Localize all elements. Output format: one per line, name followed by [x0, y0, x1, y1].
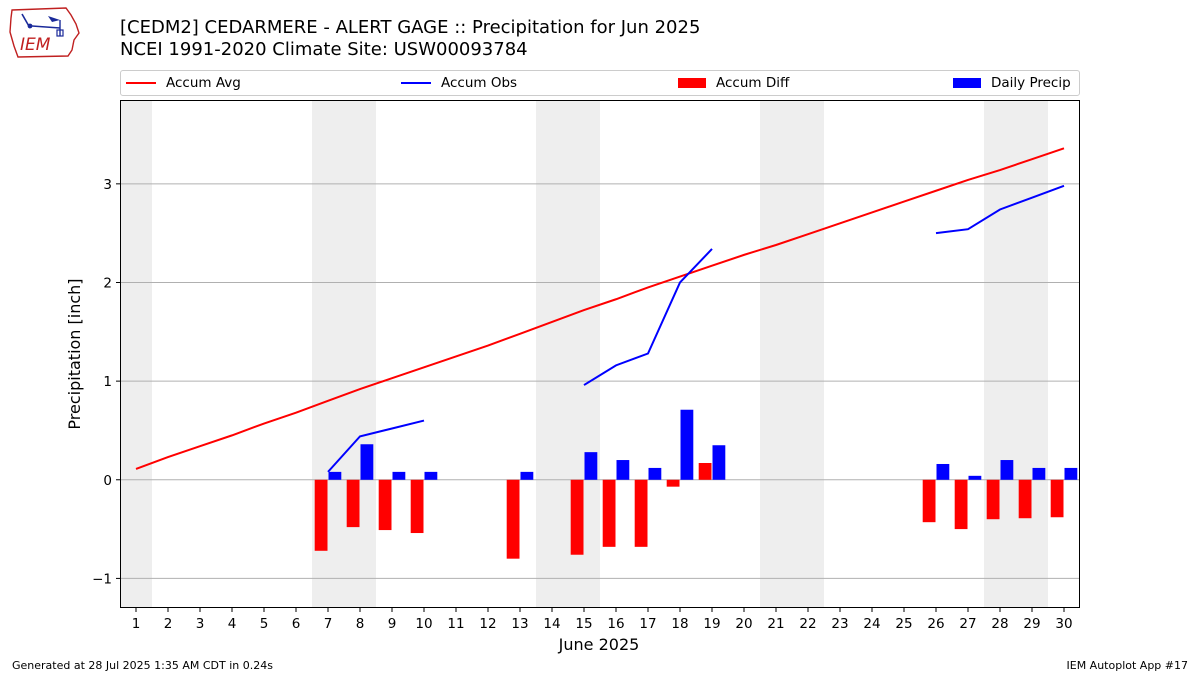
y-tick-label: −1 — [92, 571, 112, 587]
daily-precip-bar — [360, 444, 374, 480]
accum-diff-bar — [410, 479, 424, 534]
x-tick-label: 27 — [959, 616, 976, 632]
x-tick-label: 9 — [388, 616, 397, 632]
y-axis-label: Precipitation [inch] — [65, 278, 84, 429]
accum-obs-line — [327, 419, 425, 473]
accum-avg-line — [135, 147, 1065, 470]
iem-logo: IEM — [8, 6, 80, 58]
x-tick-label: 16 — [607, 616, 624, 632]
daily-precip-bar — [520, 471, 534, 480]
x-tick-label: 19 — [703, 616, 720, 632]
weekend-shade — [536, 100, 600, 608]
legend-item-accum-obs: Accum Obs — [401, 71, 517, 95]
daily-precip-bar — [936, 463, 950, 480]
x-tick-label: 20 — [735, 616, 752, 632]
iowa-outline-icon: IEM — [9, 7, 80, 58]
daily-precip-bar — [968, 475, 982, 480]
legend-label: Daily Precip — [991, 75, 1071, 91]
legend-item-daily-precip: Daily Precip — [953, 71, 1071, 95]
logo-text: IEM — [20, 35, 51, 55]
x-tick-label: 22 — [799, 616, 816, 632]
accum-diff-bar — [986, 479, 1000, 520]
footer-generated-text: Generated at 28 Jul 2025 1:35 AM CDT in … — [12, 659, 273, 672]
x-tick-label: 11 — [447, 616, 464, 632]
legend-swatch — [678, 78, 706, 88]
accum-diff-bar — [602, 479, 616, 547]
x-tick-label: 17 — [639, 616, 656, 632]
accum-diff-bar — [922, 479, 936, 523]
x-tick-label: 13 — [511, 616, 528, 632]
daily-precip-bar — [392, 471, 406, 480]
accum-diff-bar — [954, 479, 968, 530]
accum-diff-bar — [506, 479, 520, 559]
x-tick-label: 4 — [228, 616, 237, 632]
legend-label: Accum Obs — [441, 75, 518, 91]
x-tick-label: 21 — [767, 616, 784, 632]
chart-title: [CEDM2] CEDARMERE - ALERT GAGE :: Precip… — [120, 17, 701, 38]
x-tick-label: 8 — [356, 616, 365, 632]
daily-precip-bar — [712, 445, 726, 480]
weekend-shade — [760, 100, 824, 608]
y-tick-label: 0 — [103, 473, 112, 489]
legend-item-accum-diff: Accum Diff — [678, 71, 789, 95]
x-tick-label: 29 — [1023, 616, 1040, 632]
accum-obs-line — [935, 184, 1065, 235]
x-tick-label: 23 — [831, 616, 848, 632]
daily-precip-bar — [616, 460, 630, 480]
accum-diff-bar — [570, 479, 584, 555]
daily-precip-bar — [680, 409, 694, 480]
accum-diff-bar — [698, 462, 712, 480]
chart-legend: Accum Avg Accum Obs Accum Diff Daily Pre… — [120, 70, 1080, 96]
daily-precip-bar — [424, 471, 438, 480]
accum-diff-bar — [1018, 479, 1032, 519]
legend-label: Accum Avg — [166, 75, 241, 91]
footer-app-text: IEM Autoplot App #17 — [1066, 659, 1189, 672]
legend-swatch — [126, 82, 156, 84]
chart-subtitle: NCEI 1991-2020 Climate Site: USW00093784 — [120, 39, 528, 60]
x-tick-label: 1 — [132, 616, 141, 632]
x-tick-label: 12 — [479, 616, 496, 632]
plot-area — [120, 100, 1080, 608]
legend-swatch — [401, 82, 431, 84]
x-tick-label: 26 — [927, 616, 944, 632]
y-tick-label: 1 — [103, 374, 112, 390]
daily-precip-bar — [1032, 467, 1046, 480]
x-tick-label: 18 — [671, 616, 688, 632]
x-axis-label: June 2025 — [558, 635, 640, 654]
accum-diff-bar — [378, 479, 392, 531]
x-tick-label: 2 — [164, 616, 173, 632]
daily-precip-bar — [1000, 460, 1014, 480]
accum-diff-bar — [1050, 479, 1064, 518]
daily-precip-bar — [328, 471, 342, 480]
x-tick-label: 14 — [543, 616, 560, 632]
x-tick-label: 7 — [324, 616, 333, 632]
x-tick-label: 28 — [991, 616, 1008, 632]
daily-precip-bar — [648, 467, 662, 480]
legend-label: Accum Diff — [716, 75, 790, 91]
weekend-shade — [120, 100, 152, 608]
y-tick-label: 2 — [103, 275, 112, 291]
accum-diff-bar — [666, 479, 680, 487]
x-tick-label: 3 — [196, 616, 205, 632]
x-tick-label: 30 — [1055, 616, 1072, 632]
legend-item-accum-avg: Accum Avg — [126, 71, 241, 95]
y-tick-label: 3 — [103, 177, 112, 193]
accum-obs-line — [583, 248, 713, 386]
accum-diff-bar — [634, 479, 648, 547]
daily-precip-bar — [584, 452, 598, 480]
x-tick-label: 24 — [863, 616, 880, 632]
accum-diff-bar — [346, 479, 360, 528]
accum-diff-bar — [314, 479, 328, 551]
x-tick-label: 5 — [260, 616, 269, 632]
legend-swatch — [953, 78, 981, 88]
x-tick-label: 25 — [895, 616, 912, 632]
x-tick-label: 6 — [292, 616, 301, 632]
weekend-shade — [984, 100, 1048, 608]
x-tick-label: 15 — [575, 616, 592, 632]
x-tick-label: 10 — [415, 616, 432, 632]
daily-precip-bar — [1064, 467, 1078, 480]
